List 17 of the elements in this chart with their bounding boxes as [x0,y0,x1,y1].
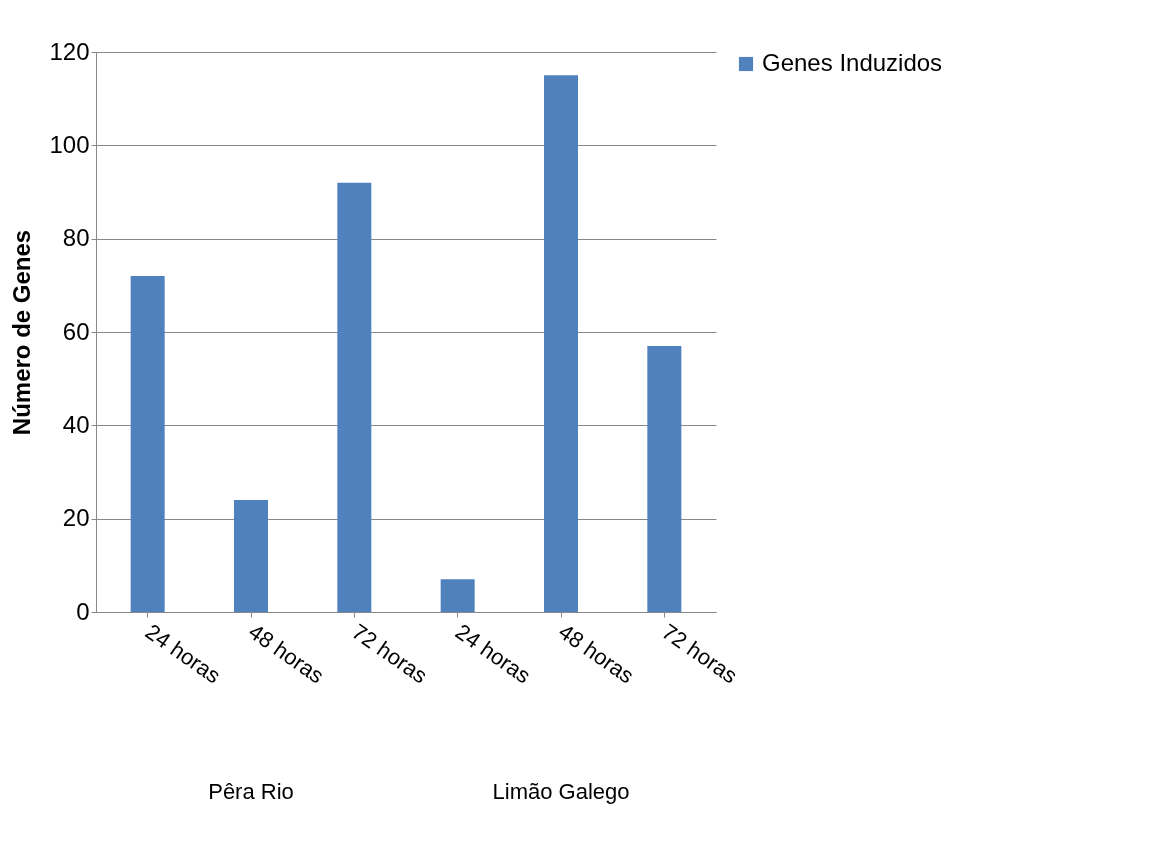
bar [647,346,682,612]
y-tick-label: 120 [49,37,90,65]
y-axis-title: Número de Genes [8,229,36,436]
legend-label: Genes Induzidos [762,49,943,76]
y-tick-label: 100 [49,130,90,158]
bar [440,579,475,612]
bar [234,500,268,612]
text: Pêra Rio [208,779,294,804]
y-tick-label: 40 [62,410,90,438]
bar [544,75,578,612]
y-tick-label: 60 [62,317,90,345]
bar [130,276,165,612]
bar [337,182,372,612]
y-tick-label: 80 [62,224,90,252]
y-tick-label: 0 [76,597,90,625]
y-tick-label: 20 [62,504,90,532]
text: Limão Galego [492,779,630,804]
